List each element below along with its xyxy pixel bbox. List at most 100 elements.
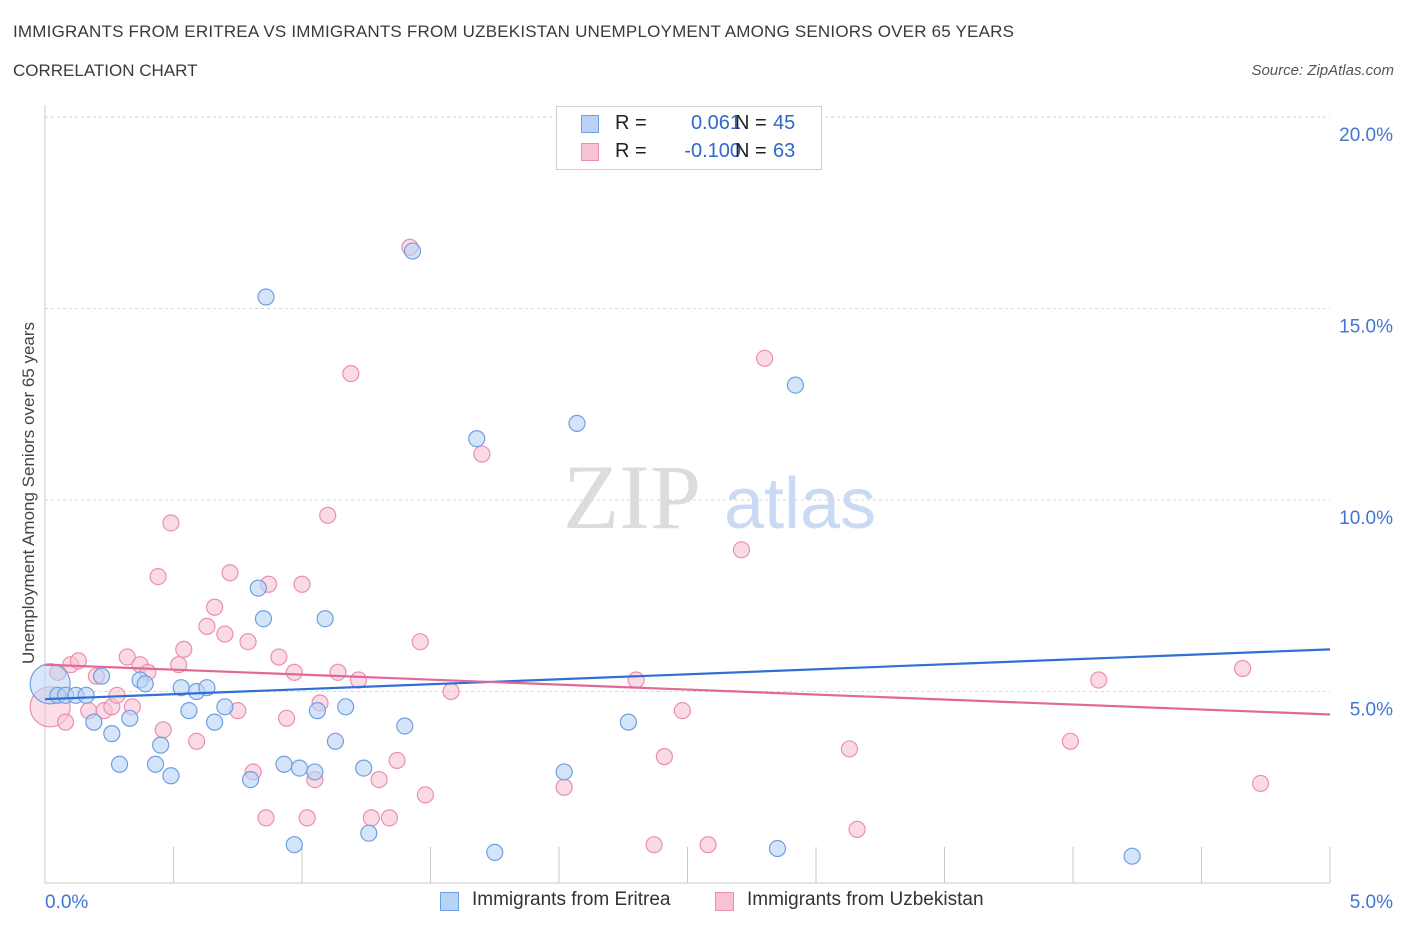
eritrea-point xyxy=(249,579,267,597)
r-value: -0.100 xyxy=(684,140,741,162)
r-label: R = xyxy=(615,112,647,134)
uzbekistan-point xyxy=(473,445,491,463)
correlation-legend: R = 0.061 N = 45 R = -0.100 N = 63 xyxy=(556,106,822,170)
eritrea-swatch xyxy=(581,115,599,133)
x-tick-label: 0.0% xyxy=(45,892,88,913)
uzbekistan-point xyxy=(206,598,224,616)
eritrea-trend-line xyxy=(44,648,1331,701)
uzbekistan-point xyxy=(175,640,193,658)
eritrea-point xyxy=(555,763,573,781)
eritrea-point xyxy=(308,702,327,720)
eritrea-point xyxy=(360,824,378,842)
eritrea-point xyxy=(121,709,139,727)
uzbekistan-trend-line xyxy=(44,663,1331,716)
eritrea-point xyxy=(216,698,234,716)
uzbekistan-legend-label: Immigrants from Uzbekistan xyxy=(747,889,984,910)
uzbekistan-point xyxy=(149,567,167,586)
uzbekistan-point xyxy=(56,713,75,731)
eritrea-point xyxy=(355,759,373,777)
uzbekistan-point xyxy=(848,820,866,838)
trend-lines xyxy=(44,648,1331,716)
eritrea-point xyxy=(275,755,293,773)
y-tick-label: 15.0% xyxy=(1339,317,1393,338)
uzbekistan-point xyxy=(198,617,216,635)
uzbekistan-point xyxy=(342,365,360,383)
eritrea-point xyxy=(326,732,345,750)
uzbekistan-point xyxy=(627,671,645,689)
uzbekistan-point xyxy=(162,514,180,532)
x-tick-label: 5.0% xyxy=(1350,892,1393,913)
eritrea-point xyxy=(486,843,504,861)
eritrea-point xyxy=(152,736,170,754)
eritrea-point xyxy=(180,702,198,720)
uzbekistan-point xyxy=(188,732,206,750)
r-label: R = xyxy=(615,140,647,162)
eritrea-point xyxy=(162,767,180,785)
axes xyxy=(44,105,1331,884)
watermark-atlas: atlas xyxy=(724,464,876,544)
eritrea-point xyxy=(316,610,334,628)
uzbekistan-point xyxy=(411,633,429,651)
n-label: N = xyxy=(735,140,767,162)
source-credit: Source: ZipAtlas.com xyxy=(1251,62,1394,79)
eritrea-point xyxy=(92,667,111,685)
eritrea-legend-label: Immigrants from Eritrea xyxy=(472,889,671,910)
uzbekistan-point xyxy=(362,809,380,827)
eritrea-point xyxy=(242,770,260,789)
uzbekistan-point xyxy=(293,575,311,593)
eritrea-point xyxy=(619,713,637,731)
n-label: N = xyxy=(735,112,767,134)
chart-title: IMMIGRANTS FROM ERITREA VS IMMIGRANTS FR… xyxy=(13,22,1015,41)
n-value: 63 xyxy=(773,140,796,162)
eritrea-point xyxy=(206,713,224,731)
uzbekistan-point xyxy=(699,836,717,854)
eritrea-point xyxy=(85,713,103,731)
eritrea-point xyxy=(768,839,787,858)
eritrea-point xyxy=(103,725,121,743)
uzbekistan-point xyxy=(673,702,691,720)
eritrea-point xyxy=(110,755,129,773)
eritrea-point xyxy=(396,717,414,735)
r-value: 0.061 xyxy=(690,112,741,134)
uzbekistan-point xyxy=(118,648,136,666)
uzbekistan-point xyxy=(380,809,398,827)
eritrea-point xyxy=(146,755,165,773)
uzbekistan-point xyxy=(277,709,296,727)
y-tick-label: 5.0% xyxy=(1350,700,1393,721)
eritrea-point xyxy=(786,376,805,394)
uzbekistan-point xyxy=(1061,732,1080,750)
grid-lines xyxy=(45,116,1330,692)
uzbekistan-point xyxy=(270,648,288,666)
uzbekistan-point xyxy=(1252,774,1270,793)
eritrea-legend-swatch xyxy=(440,892,459,911)
uzbekistan-point xyxy=(319,506,337,524)
uzbekistan-point xyxy=(329,663,347,681)
uzbekistan-point xyxy=(349,671,368,689)
uzbekistan-point xyxy=(1234,659,1252,678)
eritrea-point xyxy=(337,698,355,716)
eritrea-point xyxy=(77,686,95,704)
uzbekistan-point xyxy=(442,682,460,701)
eritrea-point xyxy=(290,759,309,777)
eritrea-point xyxy=(285,836,303,854)
tick-labels: 5.0% 10.0% 15.0% 20.0% 0.0% 5.0% xyxy=(45,125,1393,913)
uzbekistan-point xyxy=(655,748,673,766)
n-value: 45 xyxy=(773,112,796,134)
uzbekistan-point xyxy=(416,786,434,804)
uzbekistan-point xyxy=(388,751,406,770)
uzbekistan-point xyxy=(1090,671,1108,689)
uzbekistan-point xyxy=(154,721,172,739)
uzbekistan-point xyxy=(298,809,316,827)
uzbekistan-point xyxy=(755,349,774,367)
uzbekistan-point xyxy=(257,809,275,827)
eritrea-point xyxy=(254,610,273,628)
uzbekistan-point xyxy=(239,633,257,651)
eritrea-point xyxy=(257,288,275,306)
watermark-zip: ZIP xyxy=(563,446,701,548)
uzbekistan-point xyxy=(732,541,751,559)
eritrea-point xyxy=(403,242,422,260)
uzbekistan-point xyxy=(555,778,573,796)
uzbekistan-point xyxy=(840,740,859,758)
y-tick-label: 20.0% xyxy=(1339,125,1393,146)
